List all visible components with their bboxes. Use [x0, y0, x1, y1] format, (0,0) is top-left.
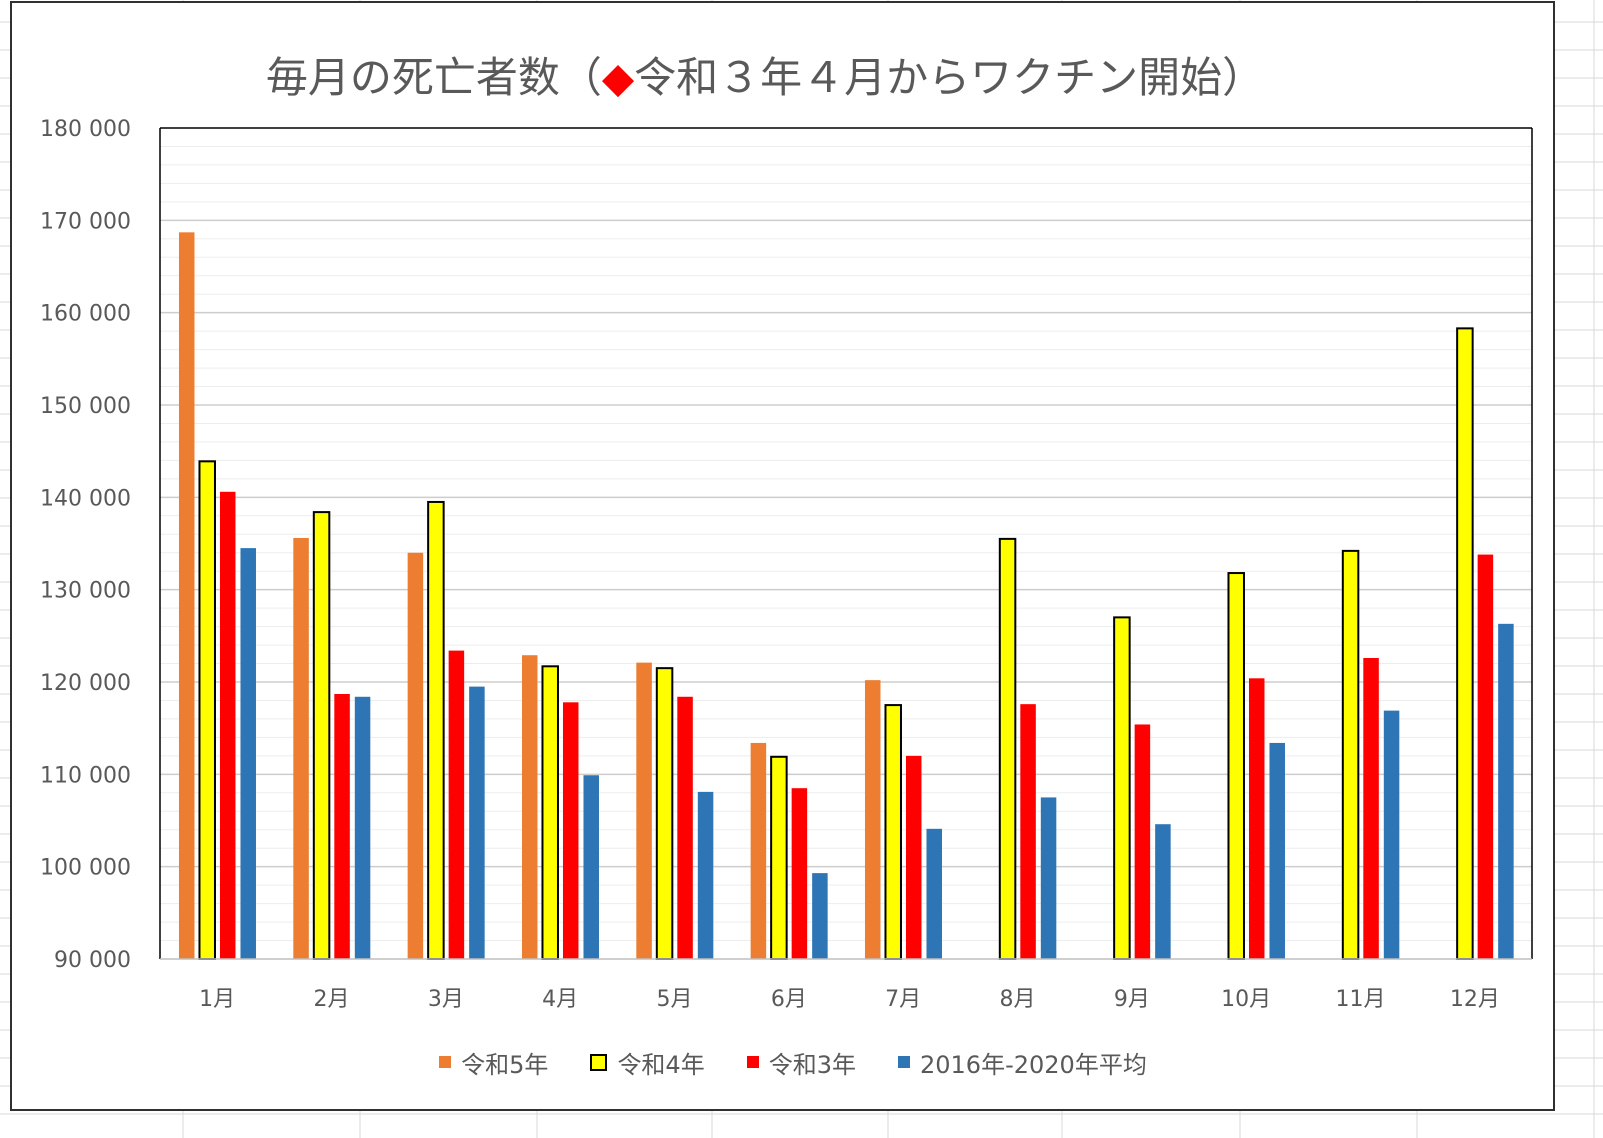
- y-tick-label: 90 000: [54, 948, 131, 973]
- axis-labels: 90 000 100 000 110 000 120 000 130 000 140 00…: [40, 117, 1500, 1012]
- bars: [178, 232, 1514, 961]
- bar-series-2-month-2: [312, 511, 331, 961]
- bar-series-3-month-5: [677, 696, 693, 959]
- x-tick-label: 8月: [1000, 987, 1036, 1012]
- bar-series-3-month-6: [791, 788, 808, 959]
- chart-title-part: 毎月の死亡者数（: [266, 53, 602, 102]
- bar-series-2-month-3: [427, 500, 445, 960]
- y-tick-label: 160 000: [40, 302, 131, 327]
- y-tick-label: 130 000: [40, 579, 131, 604]
- bar-series-1-month-6: [750, 742, 767, 959]
- bar-series-4-month-1: [240, 548, 256, 959]
- legend-label: 令和4年: [617, 1050, 705, 1079]
- x-tick-label: 1月: [199, 987, 235, 1012]
- x-tick-label: 6月: [771, 987, 807, 1012]
- plot-area-border: [159, 127, 1533, 960]
- bar-series-3-month-4: [562, 702, 579, 959]
- x-tick-label: 7月: [885, 987, 921, 1012]
- x-tick-label: 2月: [314, 987, 350, 1012]
- x-tick-label: 10月: [1221, 987, 1271, 1012]
- chart-title: 毎月の死亡者数（◆令和３年４月からワクチン開始）: [266, 53, 1264, 102]
- bar-series-1-month-7: [864, 680, 881, 959]
- bar-series-3-month-1: [219, 491, 236, 959]
- bar-series-3-month-11: [1363, 657, 1379, 959]
- y-tick-label: 100 000: [40, 856, 131, 881]
- bar-series-3-month-3: [448, 650, 465, 959]
- bar-series-1-month-1: [178, 232, 195, 959]
- x-tick-label: 11月: [1336, 987, 1386, 1012]
- y-tick-label: 150 000: [40, 394, 131, 419]
- legend-swatch: [590, 1053, 608, 1071]
- y-tick-label: 120 000: [40, 671, 131, 696]
- bar-series-2-month-4: [541, 665, 559, 960]
- x-tick-label: 5月: [657, 987, 693, 1012]
- bar-series-4-month-2: [354, 696, 371, 959]
- bar-series-3-month-7: [905, 755, 922, 959]
- bar-series-3-month-8: [1020, 704, 1036, 959]
- bar-series-4-month-12: [1498, 623, 1514, 959]
- bar-series-1-month-4: [521, 655, 538, 959]
- bar-series-4-month-10: [1269, 742, 1285, 959]
- bar-series-3-month-10: [1248, 678, 1265, 959]
- gridlines: [160, 145, 1532, 942]
- legend-item-series-4: 2016年-2020年平均: [898, 1045, 1147, 1080]
- legend-swatch: [746, 1056, 759, 1068]
- legend-item-series-3: 令和3年: [746, 1045, 856, 1080]
- bar-series-2-month-11: [1341, 549, 1360, 960]
- x-tick-label: 9月: [1114, 987, 1150, 1012]
- title-diamond-marker: ◆: [602, 53, 635, 102]
- bar-series-2-month-9: [1113, 616, 1131, 960]
- chart-title-part: 令和３年４月からワクチン開始）: [634, 53, 1264, 102]
- legend-swatch: [898, 1056, 910, 1068]
- bar-series-4-month-8: [1040, 797, 1057, 959]
- bar-series-4-month-7: [926, 828, 942, 959]
- bar-series-1-month-5: [636, 662, 652, 959]
- x-tick-label: 3月: [428, 987, 464, 1012]
- y-tick-label: 180 000: [40, 117, 131, 142]
- legend-item-series-1: 令和5年: [439, 1045, 548, 1080]
- legend: 令和5年 令和4年 令和3年 2016年-2020年平均: [0, 1045, 1586, 1079]
- bar-series-2-month-7: [884, 704, 902, 960]
- bar-series-1-month-2: [293, 537, 309, 959]
- bar-series-4-month-11: [1383, 710, 1400, 959]
- bar-series-4-month-6: [812, 873, 828, 959]
- bar-series-4-month-5: [697, 791, 714, 959]
- bar-series-2-month-8: [998, 537, 1017, 961]
- bar-series-3-month-9: [1134, 724, 1151, 959]
- legend-item-series-2: 令和4年: [590, 1045, 705, 1080]
- legend-swatch: [439, 1056, 452, 1068]
- bar-series-4-month-4: [583, 775, 599, 959]
- legend-label: 令和5年: [461, 1050, 549, 1079]
- y-tick-label: 170 000: [40, 209, 131, 234]
- bar-series-3-month-2: [334, 694, 350, 959]
- legend-label: 2016年-2020年平均: [920, 1050, 1147, 1079]
- bar-series-4-month-9: [1155, 824, 1171, 959]
- bar-series-2-month-10: [1227, 572, 1245, 961]
- bar-series-3-month-12: [1477, 554, 1494, 959]
- legend-label: 令和3年: [768, 1050, 856, 1079]
- x-tick-label: 12月: [1450, 987, 1500, 1012]
- x-tick-label: 4月: [542, 987, 578, 1012]
- y-tick-label: 140 000: [40, 486, 131, 511]
- bar-series-2-month-1: [198, 460, 216, 960]
- bar-series-2-month-12: [1456, 327, 1474, 960]
- bar-series-2-month-5: [655, 667, 674, 961]
- bar-series-4-month-3: [469, 686, 485, 959]
- bar-series-1-month-3: [407, 552, 424, 959]
- bar-series-2-month-6: [770, 755, 788, 960]
- y-tick-label: 110 000: [40, 763, 131, 788]
